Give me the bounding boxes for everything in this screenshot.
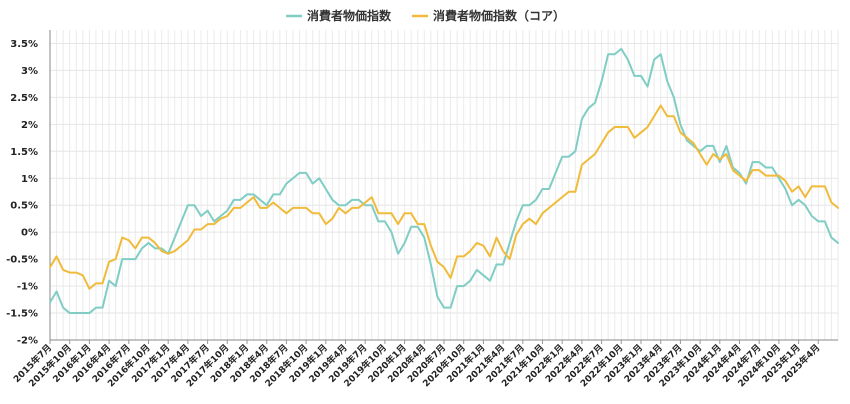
y-tick-label: -2% <box>17 336 38 347</box>
y-tick-label: 1.5% <box>10 147 38 158</box>
y-tick-label: 3% <box>21 66 38 77</box>
y-tick-label: 2% <box>21 120 38 131</box>
y-tick-label: -1.5% <box>6 309 38 320</box>
legend-label-cpi: 消費者物価指数 <box>307 8 392 23</box>
y-tick-label: 1% <box>21 174 38 185</box>
y-tick-label: -0.5% <box>6 255 38 266</box>
legend: 消費者物価指数 消費者物価指数（コア） <box>286 8 565 23</box>
y-tick-label: -1% <box>17 282 38 293</box>
y-tick-label: 2.5% <box>10 93 38 104</box>
y-tick-label: 0% <box>21 228 38 239</box>
series-line-core-cpi <box>49 104 839 290</box>
y-tick-label: 0.5% <box>10 201 38 212</box>
plot-area <box>49 47 839 315</box>
series-line-cpi <box>49 47 839 315</box>
x-axis: 2015年7月2015年10月2016年1月2016年4月2016年7月2016… <box>11 339 838 389</box>
grid <box>49 30 839 341</box>
legend-label-core-cpi: 消費者物価指数（コア） <box>433 8 565 23</box>
y-axis: -2% -1.5% -1% -0.5% 0% 0.5% 1% 1.5% 2% 2.5% 3% 3.5% <box>6 30 51 347</box>
y-tick-label: 3.5% <box>10 39 38 50</box>
